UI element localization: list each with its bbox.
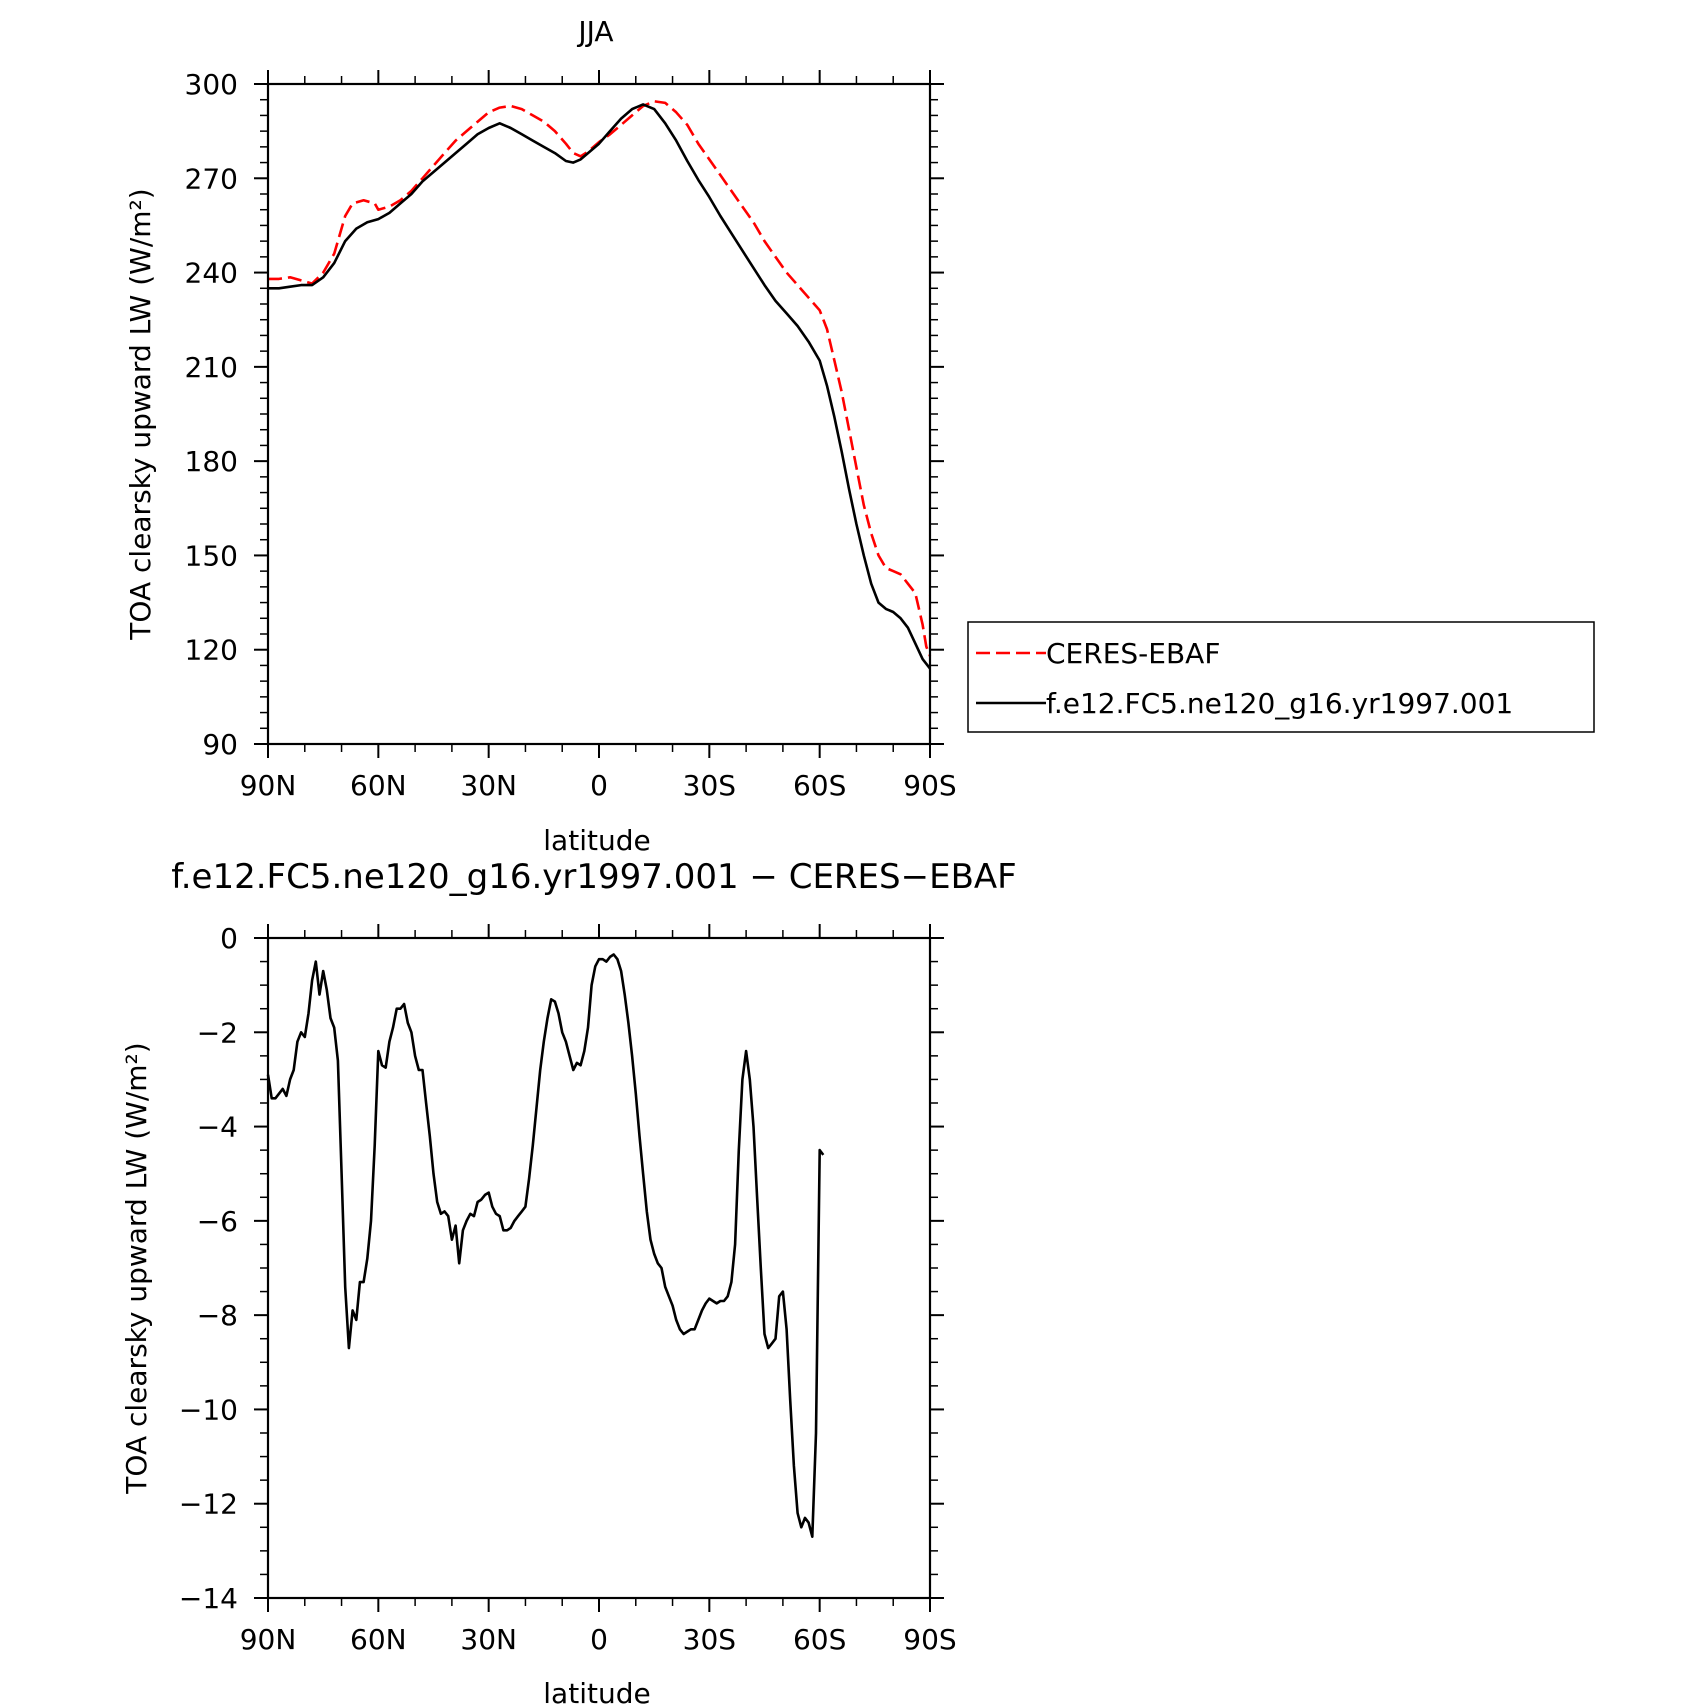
bottom-plot-frame (266, 936, 932, 1600)
bottom-y-tick-label: −4 (197, 1111, 238, 1144)
top-plot-frame (266, 82, 932, 746)
bottom-x-tick-label: 90S (903, 1623, 956, 1656)
bottom-chart-title: f.e12.FC5.ne120_g16.yr1997.001 − CERES−E… (171, 857, 1017, 897)
top-x-tick-label: 30S (683, 769, 736, 802)
top-y-ticks: 90 120 150 180 210 240 270 300 (185, 68, 944, 761)
bottom-y-tick-label: −10 (179, 1393, 238, 1426)
legend-box (967, 621, 1595, 733)
top-y-tick-label: 150 (185, 539, 238, 572)
bottom-y-tick-label: −8 (197, 1299, 238, 1332)
top-plot-series (268, 100, 932, 670)
top-y-tick-label: 120 (185, 634, 238, 667)
top-x-tick-label: 90S (903, 769, 956, 802)
bottom-x-tick-label: 30N (460, 1623, 517, 1656)
top-x-tick-label: 60N (350, 769, 407, 802)
top-x-ticks: 90N 60N 30N 0 30S 60S 90S (240, 70, 957, 802)
top-x-tick-label: 0 (590, 769, 608, 802)
top-y-tick-label: 180 (185, 445, 238, 478)
bottom-y-tick-label: −6 (197, 1205, 238, 1238)
bottom-y-ticks: 0 −2 −4 −6 −8 −10 −12 −14 (179, 922, 944, 1615)
bottom-x-tick-label: 30S (683, 1623, 736, 1656)
top-y-tick-label: 270 (185, 162, 238, 195)
bottom-y-tick-label: 0 (220, 922, 238, 955)
top-x-tick-label: 60S (793, 769, 846, 802)
top-x-tick-label: 90N (240, 769, 297, 802)
bottom-y-tick-label: −12 (179, 1488, 238, 1521)
top-panel: JJA 90 120 150 180 210 240 270 300 90N 60N 30N 0 30… (124, 15, 1595, 857)
bottom-plot-series (266, 953, 825, 1538)
bottom-y-tick-label: −14 (179, 1582, 238, 1615)
top-y-tick-label: 300 (185, 68, 238, 101)
bottom-x-tick-label: 90N (240, 1623, 297, 1656)
bottom-x-tick-label: 0 (590, 1623, 608, 1656)
bottom-x-tick-label: 60N (350, 1623, 407, 1656)
legend: CERES-EBAF f.e12.FC5.ne120_g16.yr1997.00… (967, 621, 1595, 733)
legend-label-ceres: CERES-EBAF (1046, 637, 1220, 670)
top-y-tick-label: 90 (202, 728, 238, 761)
bottom-y-tick-label: −2 (197, 1016, 238, 1049)
bottom-x-tick-label: 60S (793, 1623, 846, 1656)
bottom-series-line-0 (266, 953, 825, 1538)
top-series-line-0 (268, 100, 932, 657)
bottom-y-axis-label: TOA clearsky upward LW (W/m²) (120, 1042, 153, 1494)
bottom-x-axis-label: latitude (543, 1677, 650, 1708)
top-x-axis-label: latitude (543, 824, 650, 857)
top-chart-title: JJA (576, 15, 613, 48)
top-x-tick-label: 30N (460, 769, 517, 802)
bottom-panel: f.e12.FC5.ne120_g16.yr1997.001 − CERES−E… (120, 857, 1017, 1708)
top-y-tick-label: 240 (185, 257, 238, 290)
legend-label-model: f.e12.FC5.ne120_g16.yr1997.001 (1046, 687, 1513, 720)
bottom-x-ticks: 90N 60N 30N 0 30S 60S 90S (240, 924, 957, 1656)
top-y-tick-label: 210 (185, 351, 238, 384)
top-series-line-1 (268, 103, 932, 670)
top-y-axis-label: TOA clearsky upward LW (W/m²) (124, 188, 157, 640)
